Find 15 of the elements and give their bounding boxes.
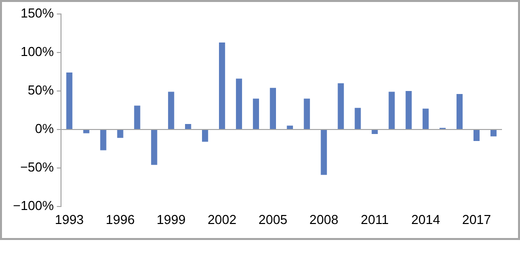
y-tick-label: 150% bbox=[20, 6, 54, 21]
x-tick-label: 1999 bbox=[156, 212, 186, 227]
x-tick-label: 1993 bbox=[54, 212, 84, 227]
x-tick-label: 2005 bbox=[258, 212, 288, 227]
y-tick-label: −100% bbox=[12, 198, 54, 213]
y-tick-label: 100% bbox=[20, 44, 54, 60]
x-tick-label: 2011 bbox=[360, 212, 389, 227]
x-tick-label: 2017 bbox=[462, 212, 492, 227]
y-tick-label: −50% bbox=[20, 160, 54, 174]
x-tick-label: 2002 bbox=[208, 212, 236, 227]
x-tick-label: 2014 bbox=[411, 212, 440, 227]
x-tick-label: 1996 bbox=[106, 212, 135, 227]
y-tick-label: 50% bbox=[28, 82, 54, 98]
x-tick-label: 2008 bbox=[309, 212, 338, 227]
y-tick-label: 0% bbox=[35, 121, 54, 136]
